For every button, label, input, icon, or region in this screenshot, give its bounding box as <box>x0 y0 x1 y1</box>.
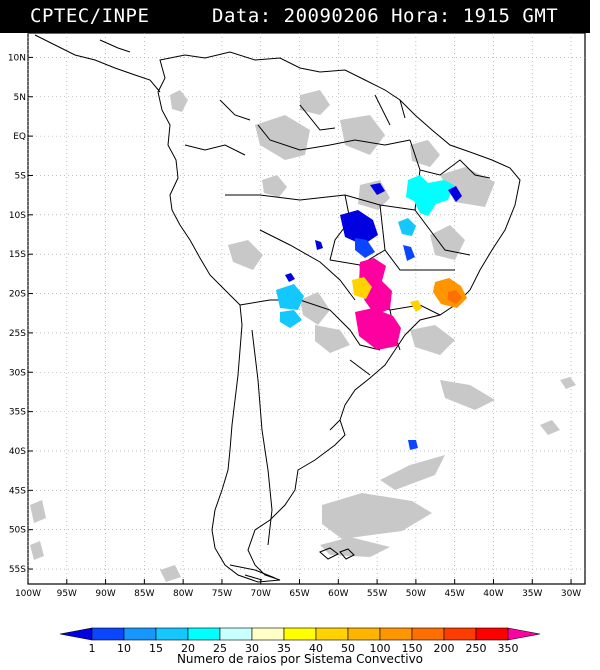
lat-label: 15S <box>9 250 26 260</box>
lat-label: 5S <box>15 171 27 181</box>
legend-swatch <box>187 627 221 641</box>
lon-label: 75W <box>212 589 232 599</box>
lat-label: 55S <box>9 565 26 575</box>
legend-swatch <box>443 627 477 641</box>
legend-color-bar <box>59 627 541 641</box>
lat-label: 40S <box>9 447 26 457</box>
legend-tick-label: 50 <box>341 642 355 655</box>
lon-label: 60W <box>328 589 348 599</box>
lon-label: 90W <box>95 589 115 599</box>
legend-tick-label: 20 <box>181 642 195 655</box>
lon-label: 95W <box>57 589 77 599</box>
legend-swatch <box>219 627 253 641</box>
longitude-labels: 100W 95W 90W 85W 80W 75W 70W 65W 60W 55W 50W 45W 40W… <box>15 589 581 599</box>
legend-swatch <box>411 627 445 641</box>
lon-label: 100W <box>15 589 41 599</box>
convective-systems <box>276 175 467 450</box>
lon-label: 55W <box>367 589 387 599</box>
legend-tick-label: 1 <box>89 642 96 655</box>
legend-tick-label: 10 <box>117 642 131 655</box>
legend-tick-label: 100 <box>370 642 391 655</box>
latitude-labels: 10N 5N EQ 5S 10S 15S 20S 25S 30S 35S 40S 45S 50S 55S <box>8 53 26 575</box>
lat-label: 10N <box>8 53 26 63</box>
lat-label: EQ <box>13 132 26 142</box>
legend-tick-label: 30 <box>245 642 259 655</box>
lon-label: 65W <box>289 589 309 599</box>
lon-label: 40W <box>483 589 503 599</box>
legend-swatch <box>123 627 157 641</box>
legend-swatch <box>59 627 93 641</box>
lon-label: 30W <box>561 589 581 599</box>
lon-label: 45W <box>444 589 464 599</box>
legend-tick-label: 200 <box>434 642 455 655</box>
legend-swatch <box>475 627 509 641</box>
legend-swatch <box>91 627 125 641</box>
lat-label: 20S <box>9 290 26 300</box>
lat-label: 30S <box>9 368 26 378</box>
legend-tick-label: 150 <box>402 642 423 655</box>
lat-label: 50S <box>9 526 26 536</box>
legend-swatch <box>283 627 317 641</box>
legend-swatch <box>507 627 541 641</box>
legend-tick-label: 350 <box>498 642 519 655</box>
title-bar: CPTEC/INPE Data: 20090206 Hora: 1915 GMT <box>0 0 590 33</box>
lon-label: 70W <box>251 589 271 599</box>
lat-label: 45S <box>9 486 26 496</box>
legend-tick-labels: 1 10 15 20 25 30 35 40 50 100 150 200 250 350 <box>89 642 519 655</box>
lat-lon-grid <box>27 33 585 584</box>
legend-tick-label: 35 <box>277 642 291 655</box>
lon-label: 35W <box>522 589 542 599</box>
cloud-cover <box>30 90 576 582</box>
legend-swatch <box>315 627 349 641</box>
legend-tick-label: 250 <box>466 642 487 655</box>
lon-label: 80W <box>173 589 193 599</box>
legend-tick-label: 40 <box>309 642 323 655</box>
legend-swatch <box>379 627 413 641</box>
coastline <box>34 34 521 583</box>
lat-label: 25S <box>9 329 26 339</box>
lat-label: 10S <box>9 211 26 221</box>
legend-tick-label: 15 <box>149 642 163 655</box>
source-label: CPTEC/INPE <box>30 5 150 27</box>
lat-label: 35S <box>9 408 26 418</box>
lat-label: 5N <box>14 93 26 103</box>
legend-swatch <box>155 627 189 641</box>
legend-swatch <box>347 627 381 641</box>
date-time-label: Data: 20090206 Hora: 1915 GMT <box>212 5 559 27</box>
legend-title: Numero de raios por Sistema Convectivo <box>176 652 424 666</box>
lon-label: 85W <box>134 589 154 599</box>
legend-tick-label: 25 <box>213 642 227 655</box>
legend-swatch <box>251 627 285 641</box>
lon-label: 50W <box>406 589 426 599</box>
